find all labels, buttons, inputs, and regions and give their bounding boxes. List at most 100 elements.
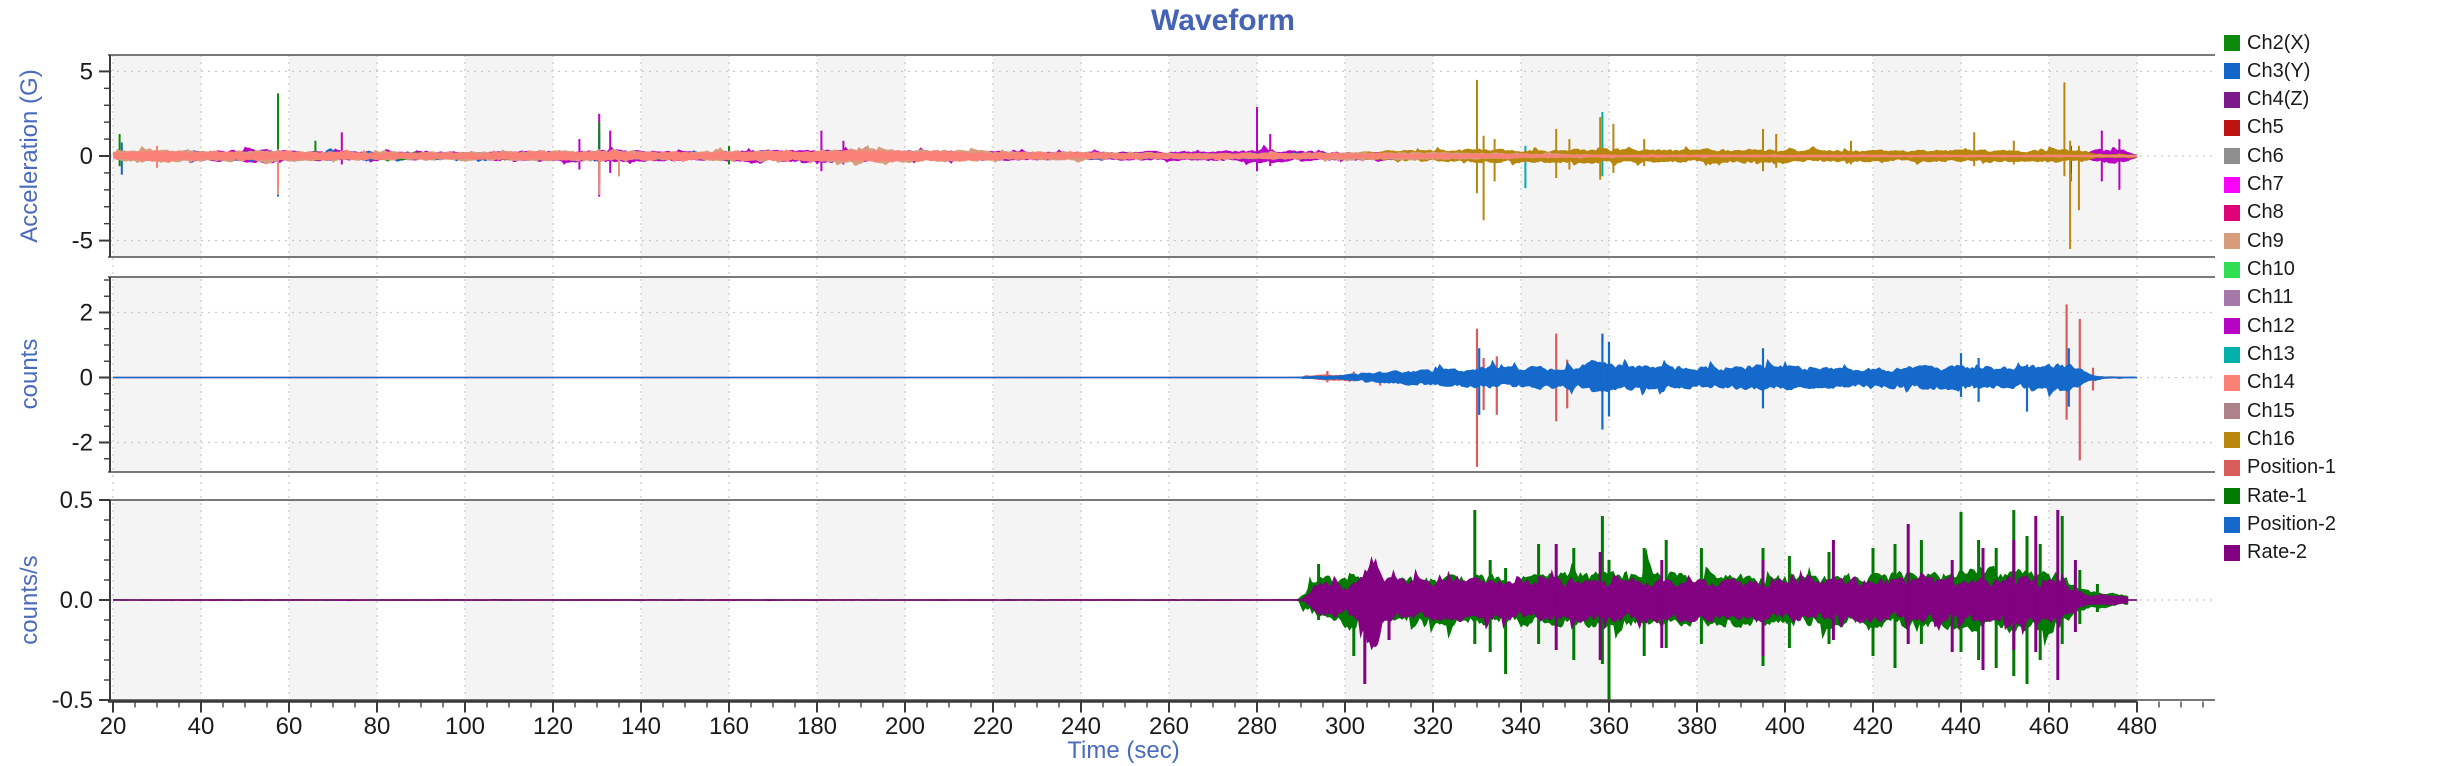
legend-label: Ch4(Z): [2247, 88, 2310, 111]
legend-item[interactable]: Ch2(X): [2224, 29, 2310, 57]
legend-item[interactable]: Position-2: [2224, 511, 2336, 539]
series-Ch14: [113, 145, 2137, 187]
y-tick-label: 0.5: [60, 487, 93, 514]
x-tick-label: 60: [276, 713, 303, 740]
y-axis-ticks: [99, 70, 110, 701]
legend-label: Position-2: [2247, 513, 2336, 536]
legend-swatch: [2224, 431, 2240, 448]
x-tick-label: 340: [1501, 713, 1541, 740]
legend-swatch: [2224, 91, 2240, 108]
legend-swatch: [2224, 233, 2240, 250]
legend-label: Ch12: [2247, 314, 2295, 337]
x-tick-labels: 20 40 60 80 100 120 140 160 180 200 220 240 260 280 30…: [100, 713, 2157, 740]
x-tick-label: 460: [2029, 713, 2069, 740]
x-tick-label: 140: [621, 713, 661, 740]
legend-item[interactable]: Ch14: [2224, 369, 2295, 397]
legend-swatch: [2224, 176, 2240, 193]
legend-label: Ch9: [2247, 229, 2284, 252]
legend-label: Ch5: [2247, 116, 2284, 139]
legend-label: Ch13: [2247, 343, 2295, 366]
legend-item[interactable]: Ch13: [2224, 341, 2295, 369]
panel-series-0: [113, 79, 2137, 250]
x-tick-label: 380: [1677, 713, 1717, 740]
series-Rate-2: [113, 510, 2137, 684]
y-tick-label: -5: [72, 228, 93, 255]
x-tick-label: 80: [364, 713, 391, 740]
legend-swatch: [2224, 346, 2240, 363]
chart-title: Waveform: [1151, 4, 1295, 37]
legend-label: Ch7: [2247, 173, 2284, 196]
x-tick-label: 260: [1149, 713, 1189, 740]
x-tick-label: 20: [100, 713, 127, 740]
legend-item[interactable]: Ch16: [2224, 426, 2295, 454]
y-tick-label: 0: [80, 364, 93, 391]
x-tick-label: 240: [1061, 713, 1101, 740]
x-tick-label: 40: [188, 713, 215, 740]
legend-swatch: [2224, 204, 2240, 221]
y-tick-labels: 5 0 -5 2 0 -2 0.5 0.0 -0.5: [52, 58, 93, 714]
legend-label: Rate-2: [2247, 541, 2308, 564]
y-tick-label: 5: [80, 58, 93, 85]
legend-item[interactable]: Position-1: [2224, 454, 2336, 482]
legend-item[interactable]: Ch11: [2224, 284, 2293, 312]
legend-swatch: [2224, 544, 2240, 561]
y-tick-label: 2: [80, 299, 93, 326]
x-tick-label: 120: [533, 713, 573, 740]
panel-series-2: [113, 510, 2137, 700]
legend-item[interactable]: Ch12: [2224, 312, 2295, 340]
x-tick-label: 480: [2117, 713, 2157, 740]
x-tick-label: 420: [1853, 713, 1893, 740]
x-tick-label: 220: [973, 713, 1013, 740]
x-tick-label: 300: [1325, 713, 1365, 740]
x-tick-label: 400: [1765, 713, 1805, 740]
legend-label: Rate-1: [2247, 484, 2308, 507]
y-tick-label: 0.0: [60, 587, 93, 614]
legend-swatch: [2224, 459, 2240, 476]
legend-item[interactable]: Ch3(Y): [2224, 57, 2310, 85]
legend-item[interactable]: Ch9: [2224, 227, 2284, 255]
y-axis-label-counts: counts: [16, 338, 43, 410]
legend-item[interactable]: Rate-1: [2224, 482, 2307, 510]
legend-item[interactable]: Ch10: [2224, 256, 2295, 284]
legend-swatch: [2224, 516, 2240, 533]
legend-item[interactable]: Ch6: [2224, 142, 2284, 170]
legend-label: Ch2(X): [2247, 31, 2311, 54]
legend-label: Ch14: [2247, 371, 2295, 394]
legend-item[interactable]: Ch8: [2224, 199, 2284, 227]
y-tick-label: -0.5: [52, 687, 93, 714]
x-tick-label: 200: [885, 713, 925, 740]
legend-label: Ch16: [2247, 428, 2295, 451]
legend-label: Ch6: [2247, 144, 2284, 167]
x-axis-label: Time (sec): [1067, 737, 1180, 764]
x-tick-label: 320: [1413, 713, 1453, 740]
legend-swatch: [2224, 488, 2240, 505]
x-tick-label: 440: [1941, 713, 1981, 740]
legend-label: Ch11: [2247, 286, 2294, 309]
y-tick-label: 0: [80, 143, 93, 170]
legend-swatch: [2224, 119, 2240, 136]
legend: Ch2(X) Ch3(Y) Ch4(Z) Ch5 Ch6 Ch7 Ch8 Ch9 Ch10 Ch1…: [2224, 0, 2446, 600]
legend-swatch: [2224, 403, 2240, 420]
legend-swatch: [2224, 374, 2240, 391]
panel-borders: [108, 54, 2215, 703]
x-tick-label: 100: [445, 713, 485, 740]
legend-item[interactable]: Ch15: [2224, 397, 2295, 425]
legend-swatch: [2224, 148, 2240, 165]
legend-swatch: [2224, 35, 2240, 51]
legend-label: Position-1: [2247, 456, 2336, 479]
legend-label: Ch3(Y): [2247, 59, 2311, 82]
series-Position-2: [113, 333, 2137, 430]
legend-swatch: [2224, 289, 2240, 306]
legend-swatch: [2224, 318, 2240, 335]
legend-item[interactable]: Ch4(Z): [2224, 86, 2309, 114]
legend-item[interactable]: Ch7: [2224, 171, 2284, 199]
legend-item[interactable]: Rate-2: [2224, 539, 2307, 567]
legend-item[interactable]: Ch5: [2224, 114, 2284, 142]
y-axis-label-counts-s: counts/s: [16, 555, 43, 645]
legend-label: Ch8: [2247, 201, 2284, 224]
legend-swatch: [2224, 261, 2240, 278]
x-tick-label: 180: [797, 713, 837, 740]
legend-swatch: [2224, 63, 2240, 80]
